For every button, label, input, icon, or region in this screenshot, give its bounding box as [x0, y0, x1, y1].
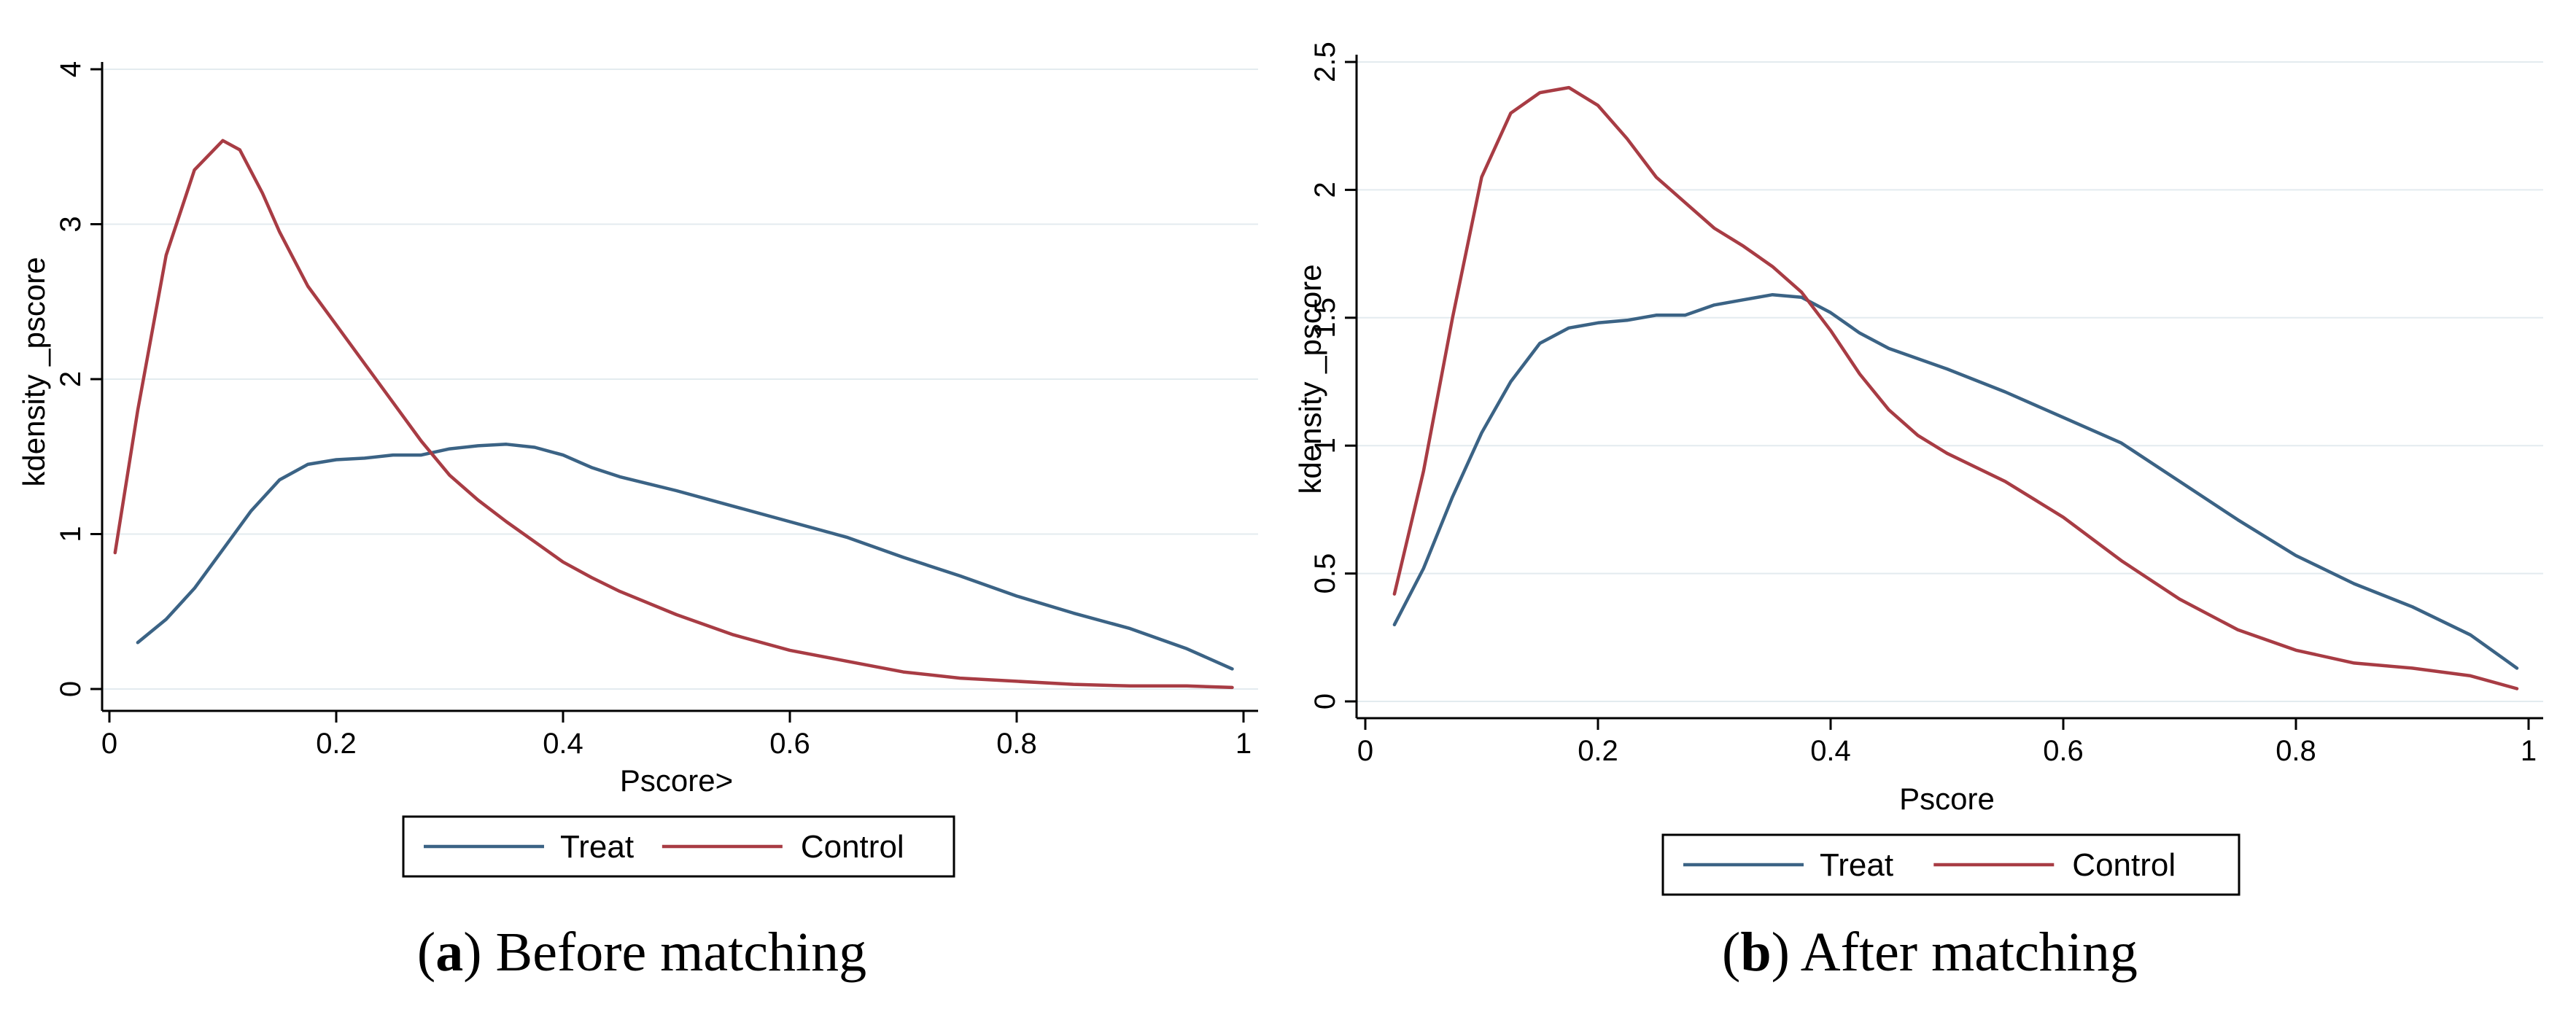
chart-panel-a: 0 1 2 3 4 0 0.2 0.4 0.6 0.8 1 kdensity _pscore Pscor…	[0, 0, 1284, 1012]
y-tick-label: 2.5	[1309, 42, 1341, 82]
x-tick-label: 0.8	[2276, 735, 2316, 767]
caption-letter: a	[435, 922, 464, 983]
legend-label-treat: Treat	[1820, 847, 1893, 883]
caption-a: (a) Before matching	[416, 922, 867, 983]
y-tick-label: 0.5	[1309, 553, 1341, 594]
series-line-treat	[136, 443, 1234, 671]
x-tick-label: 0.6	[2043, 735, 2084, 767]
legend-label-control: Control	[2072, 847, 2176, 883]
y-tick-label: 1	[1309, 437, 1341, 454]
x-axis-title: Pscore>	[620, 763, 733, 798]
y-axis-title: kdensity _pscore	[1293, 264, 1327, 494]
caption-text: After matching	[1800, 922, 2138, 983]
x-tick-label: 0.2	[1578, 735, 1618, 767]
y-tick-label: 0	[55, 681, 87, 697]
legend-label-control: Control	[801, 829, 904, 865]
caption-text: Before matching	[495, 922, 867, 983]
series-line-control	[1392, 85, 2519, 690]
y-tick-label: 1	[55, 526, 87, 542]
series-line-control	[113, 139, 1234, 690]
x-tick-label: 0.2	[316, 728, 357, 760]
y-axis-title: kdensity _pscore	[17, 257, 51, 486]
x-tick-label: 0	[101, 728, 117, 760]
caption-b: (b) After matching	[1722, 922, 2138, 983]
x-tick-label: 1	[1235, 728, 1252, 760]
y-tick-label: 1.5	[1309, 297, 1341, 338]
x-tick-label: 0.4	[1810, 735, 1851, 767]
caption-letter: b	[1740, 922, 1772, 983]
x-axis-title: Pscore	[1899, 782, 1995, 816]
y-tick-label: 3	[55, 216, 87, 232]
x-tick-label: 0.4	[543, 728, 583, 760]
y-tick-label: 4	[55, 61, 87, 77]
chart-a: 0 1 2 3 4 0 0.2 0.4 0.6 0.8 1 kdensity _pscore Pscor…	[17, 61, 1258, 878]
x-tick-label: 1	[2521, 735, 2537, 767]
x-tick-label: 0	[1357, 735, 1373, 767]
series-line-treat	[1392, 292, 2519, 670]
y-tick-label: 2	[1309, 182, 1341, 198]
chart-panel-b: 0 0.5 1 1.5 2 2.5 0 0.2 0.4 0.6 0.8 1 kdensity _psco…	[1284, 0, 2576, 1012]
x-tick-label: 0.6	[769, 728, 810, 760]
x-tick-label: 0.8	[996, 728, 1037, 760]
y-tick-label: 2	[55, 371, 87, 387]
y-tick-label: 0	[1309, 693, 1341, 709]
legend-label-treat: Treat	[560, 829, 634, 865]
